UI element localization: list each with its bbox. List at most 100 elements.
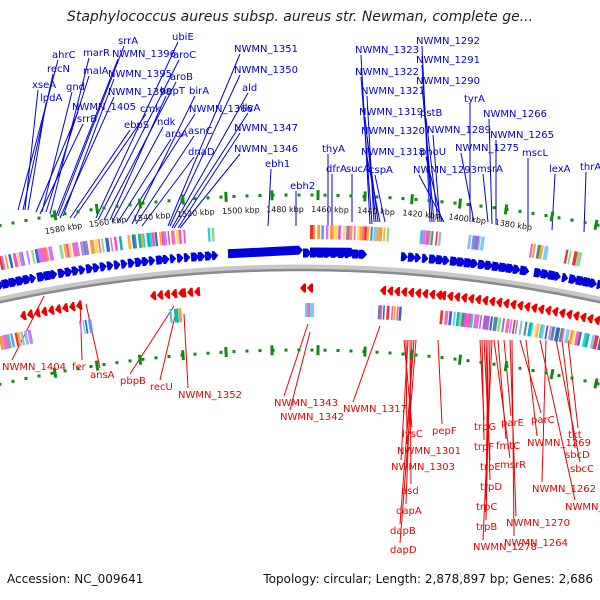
forward-gene-label: dfrA	[326, 164, 347, 175]
forward-gene-label: NWMN_1265	[490, 130, 554, 141]
leader-line	[85, 303, 101, 369]
reverse-gene-label: NWMN_1269	[527, 438, 591, 449]
feature-block	[42, 247, 49, 262]
guide-dot	[414, 198, 418, 201]
reverse-gene-arrow	[422, 289, 429, 299]
guide-dot	[388, 351, 392, 355]
reverse-gene-arrow	[69, 301, 76, 312]
leader-line	[366, 135, 379, 223]
forward-gene-label: msrA	[477, 164, 503, 175]
feature-block	[20, 331, 26, 346]
leader-line	[366, 95, 375, 223]
feature-block	[547, 325, 553, 340]
feature-block	[18, 251, 25, 267]
leader-line	[177, 132, 241, 229]
feature-block	[523, 321, 528, 336]
forward-gene-label: NWMN_1396	[112, 49, 176, 60]
reverse-gene-arrow	[394, 286, 401, 297]
feature-block	[342, 225, 347, 240]
feature-block	[313, 225, 316, 240]
feature-block	[338, 225, 341, 240]
feature-block	[353, 226, 356, 241]
guide-dot	[128, 203, 132, 207]
feature-block	[169, 309, 173, 324]
feature-block	[529, 322, 534, 337]
guide-dot	[297, 348, 301, 352]
feature-block	[333, 225, 338, 240]
guide-dot	[310, 348, 314, 352]
leader-line	[167, 53, 241, 227]
feature-block	[452, 311, 457, 326]
kbp-label: 1400 kbp	[448, 212, 487, 225]
feature-block	[75, 242, 81, 257]
guide-dot	[11, 221, 15, 225]
kbp-label: 1560 kbp	[88, 215, 127, 229]
feature-block	[528, 243, 534, 258]
guide-dot	[518, 209, 522, 213]
feature-block	[304, 303, 308, 318]
feature-block	[484, 315, 491, 331]
feature-block	[58, 244, 65, 259]
feature-block	[349, 225, 353, 240]
reverse-gene-label: pepF	[432, 426, 457, 437]
reverse-gene-arrow	[440, 291, 447, 301]
kbp-tick	[316, 190, 320, 201]
feature-block	[4, 254, 10, 270]
reverse-gene-arrow	[454, 292, 461, 302]
leader-line	[405, 339, 408, 445]
reverse-gene-label: trpC	[476, 502, 497, 513]
forward-gene-label: NWMN_1322	[355, 67, 419, 78]
feature-block	[89, 239, 96, 255]
kbp-tick	[410, 194, 414, 205]
feature-block	[178, 229, 183, 245]
forward-gene-arrow	[414, 253, 422, 263]
feature-block	[386, 305, 390, 320]
forward-gene-label: mscL	[522, 148, 548, 159]
feature-block	[581, 332, 589, 348]
reverse-gene-arrow	[468, 294, 475, 304]
reverse-gene-label: trpF	[474, 442, 494, 453]
leader-line	[173, 112, 249, 229]
guide-dot	[349, 349, 353, 353]
forward-gene-label: ilvA	[242, 103, 260, 114]
leader-line	[141, 156, 195, 227]
forward-gene-label: NWMN_1289	[427, 125, 491, 136]
guide-dot	[258, 194, 262, 197]
feature-block	[584, 333, 590, 348]
forward-gene-arrow	[8, 277, 18, 288]
feature-block	[398, 306, 402, 321]
leader-line	[425, 117, 439, 223]
forward-gene-arrow	[148, 256, 156, 266]
feature-tracks	[0, 225, 600, 351]
guide-dot	[63, 212, 67, 216]
forward-gene-arrow	[211, 251, 219, 261]
feature-block	[544, 325, 549, 340]
guide-dot	[11, 379, 15, 383]
gene-labels: ahrC recN xseA lpdA marR gnd malA NWMN_1405srrB…	[2, 32, 600, 556]
feature-block	[26, 250, 31, 265]
reverse-gene-label: tkt	[568, 430, 582, 441]
kbp-tick	[94, 203, 100, 215]
kbp-label: 1500 kbp	[222, 205, 260, 216]
reverse-gene-arrow	[436, 290, 443, 300]
guide-dot	[128, 359, 132, 363]
leader-line	[352, 325, 381, 403]
leader-line	[400, 339, 409, 461]
kbp-tick	[52, 367, 58, 378]
forward-gene-label: dnaD	[188, 147, 215, 158]
guide-dot	[557, 374, 561, 377]
guide-dot	[544, 371, 548, 375]
forward-gene-label: ubiE	[172, 32, 194, 43]
leader-line	[360, 76, 373, 225]
feature-block	[84, 319, 89, 334]
feature-block	[309, 225, 314, 240]
forward-gene-label: ebh1	[265, 159, 290, 170]
forward-gene-label: aroA	[165, 129, 188, 140]
guide-dot	[115, 204, 119, 208]
feature-block	[589, 334, 596, 349]
reverse-gene-arrow	[559, 308, 566, 318]
guide-dot	[219, 350, 223, 354]
feature-block	[87, 318, 94, 334]
leader-line	[541, 339, 547, 483]
guide-dot	[531, 369, 535, 373]
